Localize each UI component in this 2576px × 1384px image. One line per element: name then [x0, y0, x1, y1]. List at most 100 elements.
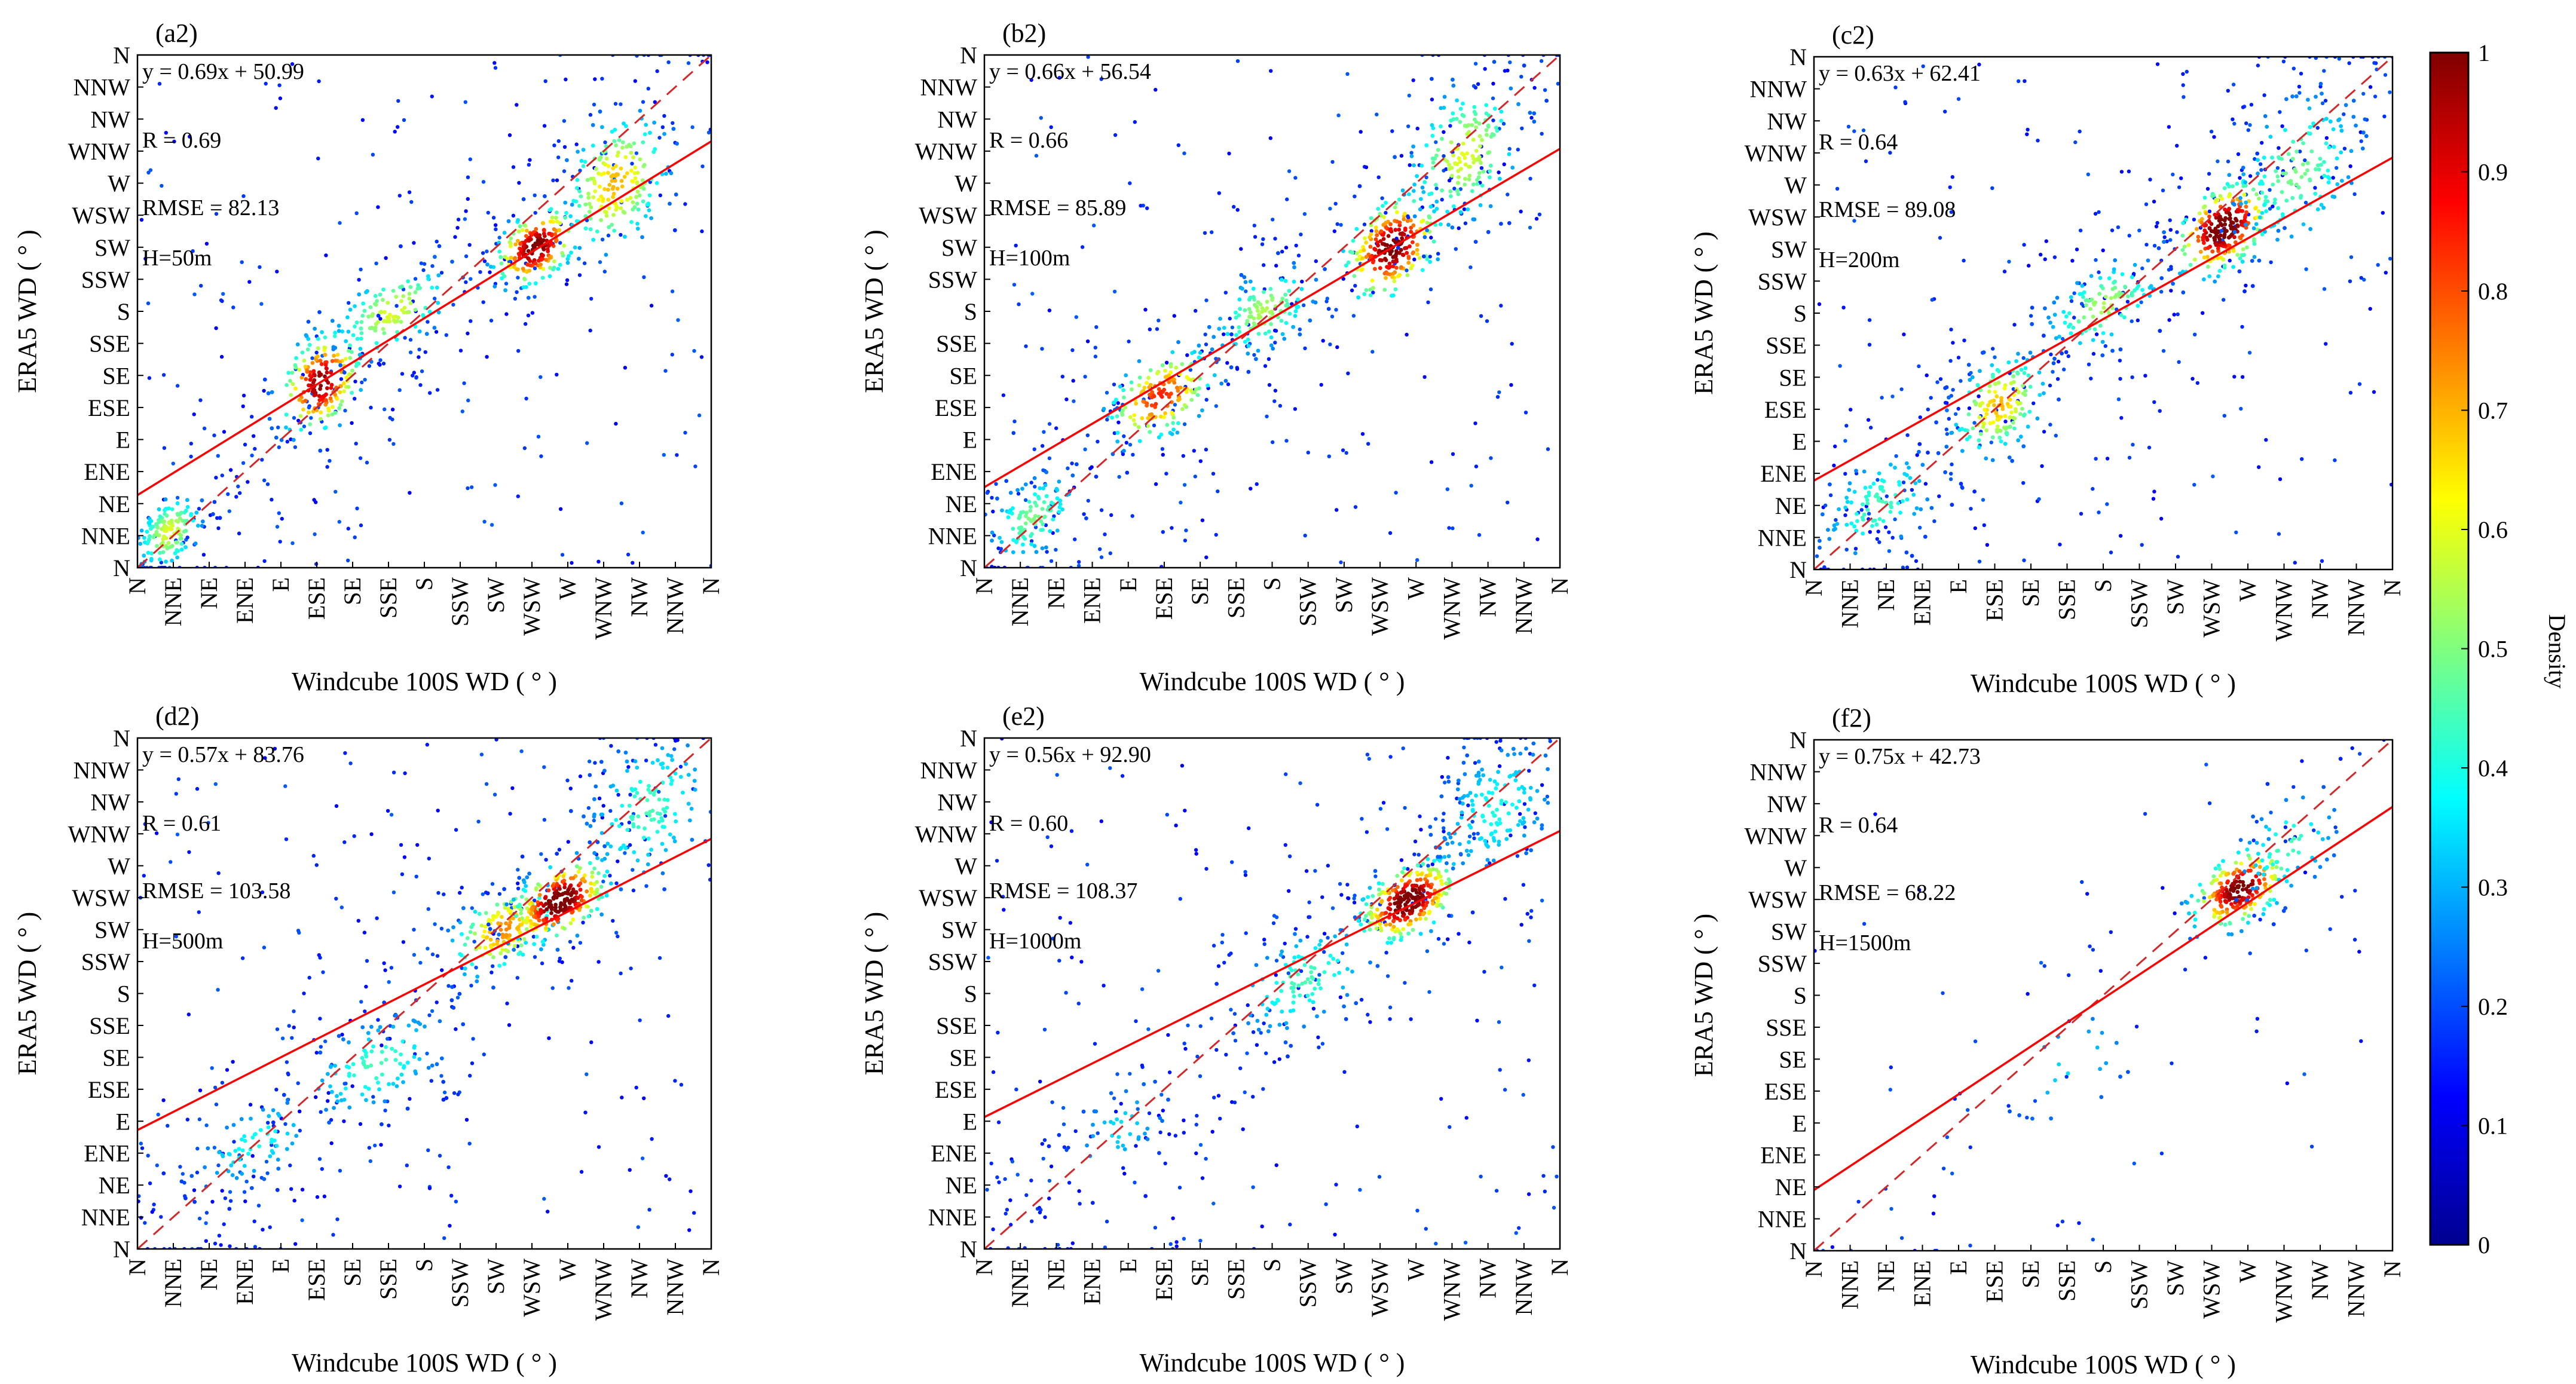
data-point [1029, 539, 1034, 543]
data-point [1148, 382, 1153, 387]
x-tick-label: SW [2162, 579, 2189, 615]
data-point [1350, 250, 1355, 255]
data-point [362, 308, 367, 313]
data-point [662, 453, 666, 457]
data-point [146, 301, 151, 305]
data-point [2052, 300, 2057, 305]
data-point [2271, 204, 2275, 209]
data-point [1397, 251, 1402, 255]
data-point [1926, 408, 1930, 412]
data-point [2002, 270, 2007, 274]
data-point [619, 971, 623, 976]
data-point [607, 225, 611, 229]
data-point [544, 907, 549, 912]
data-point [1204, 342, 1209, 347]
data-point [502, 887, 506, 892]
data-point [1074, 315, 1079, 319]
data-point [602, 171, 606, 176]
data-point [1818, 546, 1822, 550]
data-point [311, 853, 316, 858]
data-point [155, 544, 159, 548]
data-point [1875, 537, 1879, 541]
data-point [265, 1171, 270, 1175]
data-point [166, 1123, 170, 1128]
y-tick-label: ESE [935, 394, 977, 421]
data-point [258, 265, 262, 270]
data-point [592, 815, 596, 819]
data-point [2119, 313, 2124, 317]
data-point [1127, 339, 1131, 344]
data-point [675, 142, 679, 146]
data-point [2107, 276, 2112, 281]
data-point [226, 492, 230, 497]
data-point [1994, 428, 1999, 432]
data-point [397, 1184, 402, 1189]
data-point [360, 314, 365, 318]
data-point [1371, 286, 1375, 290]
data-point [564, 77, 568, 82]
data-point [596, 198, 601, 202]
data-point [2333, 458, 2337, 463]
data-point [620, 1095, 624, 1100]
data-point [2322, 160, 2326, 164]
data-point [2097, 270, 2101, 274]
data-point [505, 256, 510, 261]
data-point [509, 236, 513, 241]
data-point [598, 109, 602, 114]
data-point [2373, 94, 2378, 99]
data-point [1461, 102, 1465, 106]
data-point [569, 893, 573, 898]
data-point [1926, 451, 1930, 455]
data-point [399, 299, 403, 304]
data-point [2202, 204, 2207, 209]
data-point [2263, 195, 2268, 200]
data-point [1321, 339, 1325, 343]
data-point [1473, 85, 1478, 90]
data-point [252, 434, 256, 438]
data-point [663, 369, 668, 373]
data-point [511, 213, 516, 218]
data-point [463, 217, 467, 221]
data-point [598, 155, 603, 160]
data-point [2084, 298, 2088, 302]
data-point [1974, 402, 1978, 407]
data-point [516, 229, 521, 234]
y-tick-label: SSE [89, 330, 130, 357]
data-point [169, 860, 173, 864]
data-point [697, 413, 702, 418]
scatter-panel-1: N NNE NE ENE E ESE SE SSE S SSW SW WSW W WNW NW NNW NNNN… [13, 19, 724, 696]
data-point [1112, 400, 1116, 405]
data-point [2103, 295, 2108, 299]
data-point [1090, 465, 1094, 469]
data-point [451, 302, 455, 307]
data-point [2290, 94, 2295, 99]
data-point [296, 1081, 300, 1085]
data-point [2159, 276, 2164, 280]
data-point [2199, 221, 2204, 225]
data-point [2147, 445, 2152, 450]
data-point [673, 771, 678, 776]
data-point [1474, 157, 1479, 162]
data-point [578, 881, 583, 886]
data-point [658, 193, 663, 198]
data-point [2179, 176, 2183, 180]
data-point [2276, 206, 2281, 210]
data-point [2026, 127, 2030, 132]
data-point [2213, 226, 2218, 231]
data-point [663, 848, 668, 852]
data-point [600, 858, 604, 862]
data-point [485, 262, 489, 267]
data-point [592, 866, 596, 871]
data-point [2362, 277, 2366, 282]
data-point [1935, 380, 1939, 384]
data-point [1148, 368, 1153, 372]
data-point [361, 1061, 366, 1065]
data-point [1865, 498, 1870, 502]
data-point [2057, 335, 2061, 339]
data-point [1424, 143, 1429, 148]
data-point [1228, 316, 1232, 321]
data-point [616, 792, 620, 797]
data-point [1080, 245, 1085, 249]
data-point [1853, 551, 1858, 556]
data-point [558, 887, 562, 891]
